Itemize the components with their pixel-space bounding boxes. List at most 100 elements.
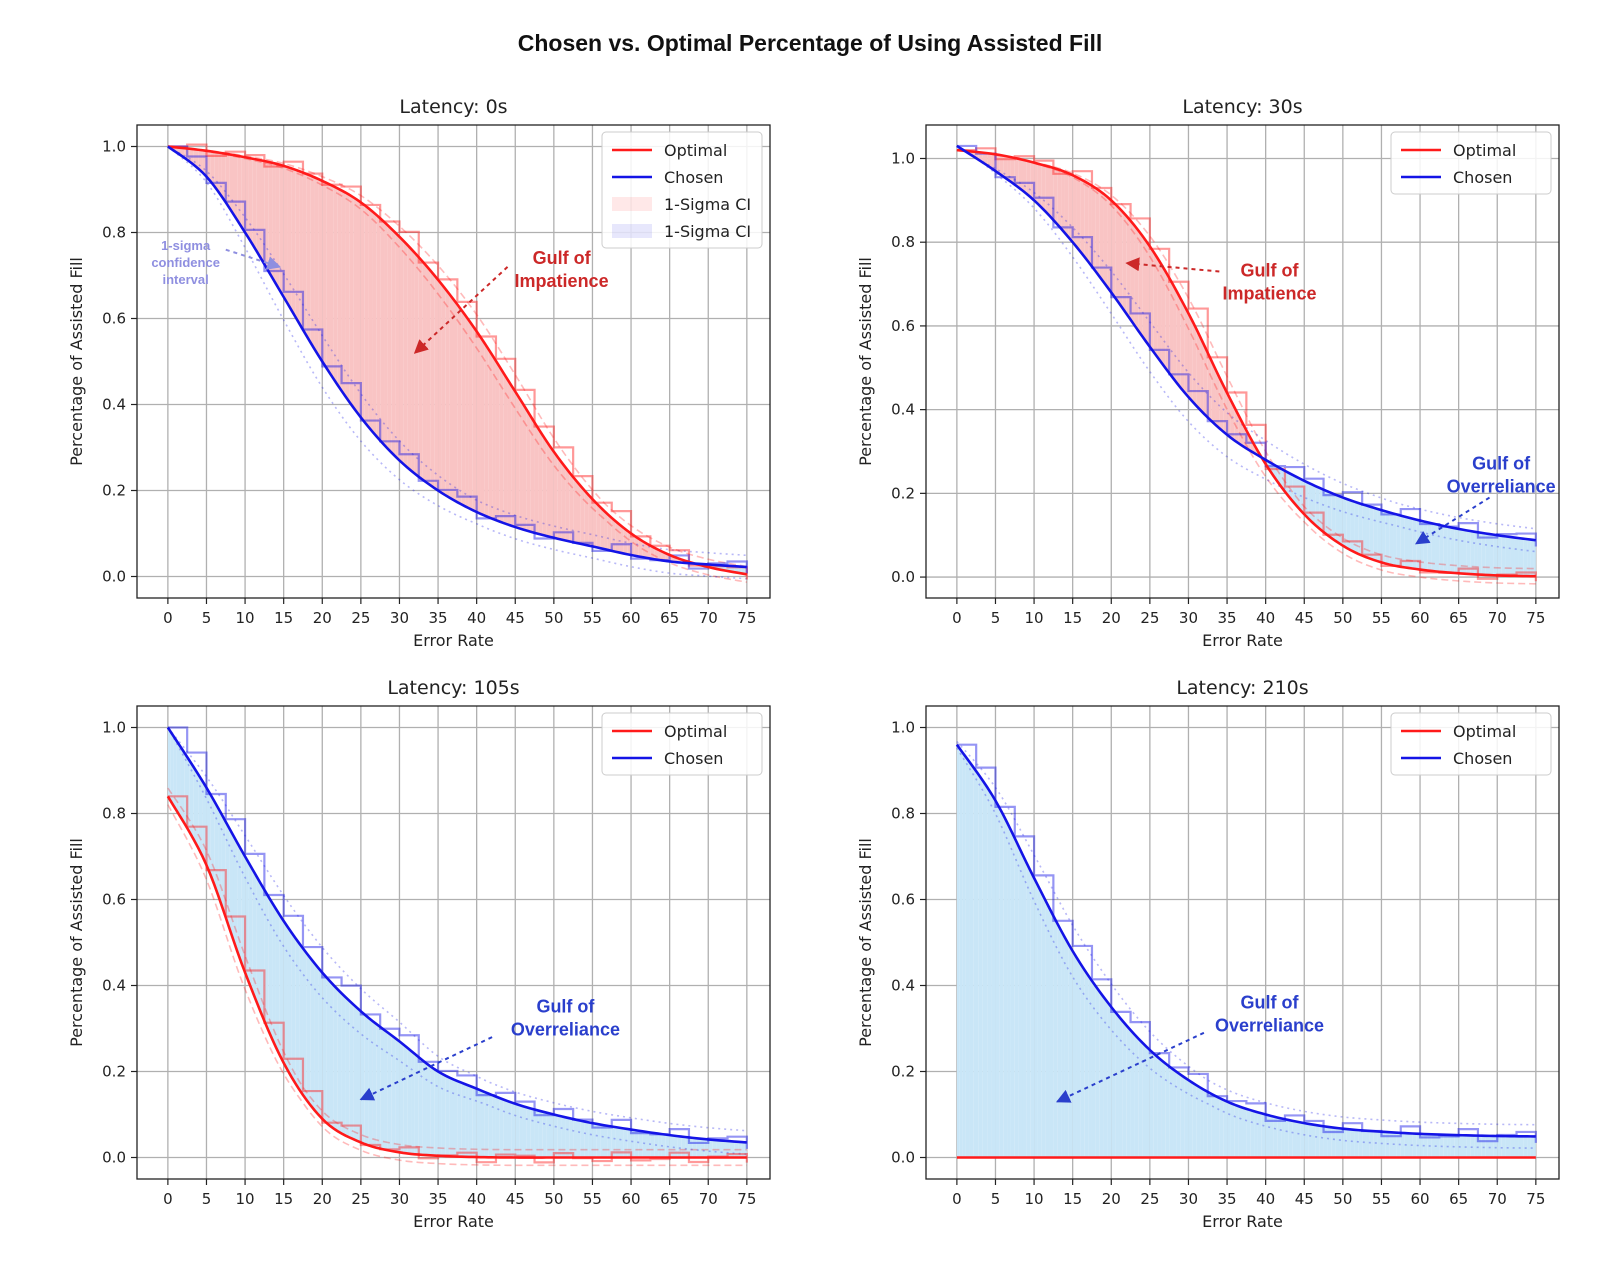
gulf-overreliance-fill [1439,525,1444,573]
gulf-overreliance-fill [1523,538,1528,577]
gulf-overreliance-fill [1389,1132,1394,1158]
gulf-overreliance-fill [1462,1135,1467,1158]
gulf-impatience-fill [465,315,469,509]
gulf-overreliance-fill [1176,1072,1181,1158]
gulf-overreliance-fill [1211,1094,1216,1158]
gulf-impatience-fill [1227,392,1231,438]
chosen-ci-bound [167,145,747,557]
y-axis-label: Percentage of Assisted Fill [67,257,86,466]
gulf-impatience-fill [252,158,257,252]
gulf-overreliance-fill [1091,980,1096,1158]
annotation-text: Gulf of [1241,992,1300,1012]
gulf-impatience-fill [322,180,327,368]
gulf-overreliance-fill [214,800,219,896]
gulf-overreliance-fill [1454,1135,1459,1158]
gulf-impatience-fill [1022,159,1027,194]
x-tick-label: 40 [467,609,486,627]
x-tick-label: 40 [467,1190,486,1208]
gulf-impatience-fill [569,472,574,543]
annotation-arrow [1415,496,1491,545]
gulf-overreliance-fill [1514,537,1519,576]
gulf-impatience-fill [1153,252,1158,358]
gulf-overreliance-fill [650,1132,655,1158]
gulf-overreliance-fill [1431,1134,1436,1158]
gulf-impatience-fill [434,275,439,491]
x-tick-label: 30 [390,609,409,627]
gulf-overreliance-fill [1161,1060,1166,1158]
legend-box [1390,712,1552,776]
gulf-impatience-fill [1142,235,1147,342]
gulf-overreliance-fill [1034,878,1038,1158]
gulf-overreliance-fill [376,1023,381,1149]
panel-title: Latency: 30s [1182,96,1302,118]
gulf-overreliance-fill [399,1041,404,1153]
gulf-overreliance-fill [1338,1128,1343,1158]
gulf-overreliance-fill [615,1127,620,1158]
gulf-impatience-fill [1068,173,1073,243]
gulf-overreliance-fill [1273,1116,1278,1158]
gulf-overreliance-fill [1331,1127,1336,1158]
gulf-overreliance-fill [1045,900,1050,1158]
gulf-impatience-fill [287,167,292,311]
gulf-impatience-fill [638,538,643,558]
gulf-overreliance-fill [438,1071,442,1156]
gulf-impatience-fill [1057,169,1062,229]
gulf-impatience-fill [561,462,566,541]
x-tick-label: 5 [202,1190,212,1208]
gulf-overreliance-fill [310,958,315,1111]
gulf-impatience-fill [607,514,612,551]
gulf-overreliance-fill [553,1114,558,1158]
gulf-impatience-fill [991,153,996,172]
gulf-impatience-fill [376,214,381,441]
gulf-overreliance-fill [1111,1007,1116,1158]
x-tick-label: 50 [1333,1190,1352,1208]
gulf-overreliance-fill [1354,1129,1359,1158]
gulf-impatience-fill [1130,220,1135,326]
gulf-overreliance-fill [741,1142,745,1158]
gulf-impatience-fill [302,172,307,337]
gulf-overreliance-fill [202,781,207,866]
legend-label: Chosen [664,168,723,187]
x-tick-label: 25 [1140,609,1159,627]
legend-label: Optimal [1453,141,1516,160]
legend-box [601,712,763,776]
gulf-overreliance-fill [538,1110,543,1158]
gulf-overreliance-fill [1134,1034,1139,1158]
gulf-overreliance-fill [1435,1134,1440,1158]
gulf-impatience-fill [557,457,562,540]
legend-ci-swatch [612,197,652,211]
gulf-impatience-fill [387,225,392,453]
gulf-impatience-fill [584,490,589,546]
annotation-text: Overreliance [1447,476,1556,496]
gulf-impatience-fill [430,270,435,488]
gulf-impatience-fill [237,155,242,227]
gulf-overreliance-fill [738,1141,742,1158]
gulf-overreliance-fill [611,1126,616,1158]
gulf-impatience-fill [453,299,458,503]
gulf-impatience-fill [1200,336,1204,414]
gulf-impatience-fill [357,199,361,418]
x-tick-label: 0 [163,609,173,627]
gulf-overreliance-fill [1076,957,1081,1158]
gulf-overreliance-fill [1450,1134,1455,1158]
gulf-impatience-fill [650,545,655,560]
gulf-overreliance-fill [546,1112,550,1158]
gulf-overreliance-fill [184,753,190,832]
x-tick-label: 5 [991,1190,1001,1208]
axes-frame [925,705,1560,1180]
gulf-overreliance-fill [1458,528,1463,574]
gulf-impatience-fill [987,153,992,169]
gulf-overreliance-fill [744,1142,747,1158]
gulf-impatience-fill [1026,160,1031,197]
x-tick-label: 55 [583,1190,602,1208]
gulf-impatience-fill [295,169,300,324]
gulf-overreliance-fill [999,807,1004,1158]
gulf-overreliance-fill [1381,1131,1386,1158]
gulf-overreliance-fill [573,1119,578,1158]
gulf-overreliance-fill [1292,474,1297,506]
gulf-overreliance-fill [1126,1025,1131,1158]
gulf-overreliance-fill [1122,1021,1127,1158]
chosen-empirical-steps [956,743,1537,1143]
gulf-overreliance-fill [1489,1135,1494,1158]
gulf-overreliance-fill [1523,1136,1528,1158]
